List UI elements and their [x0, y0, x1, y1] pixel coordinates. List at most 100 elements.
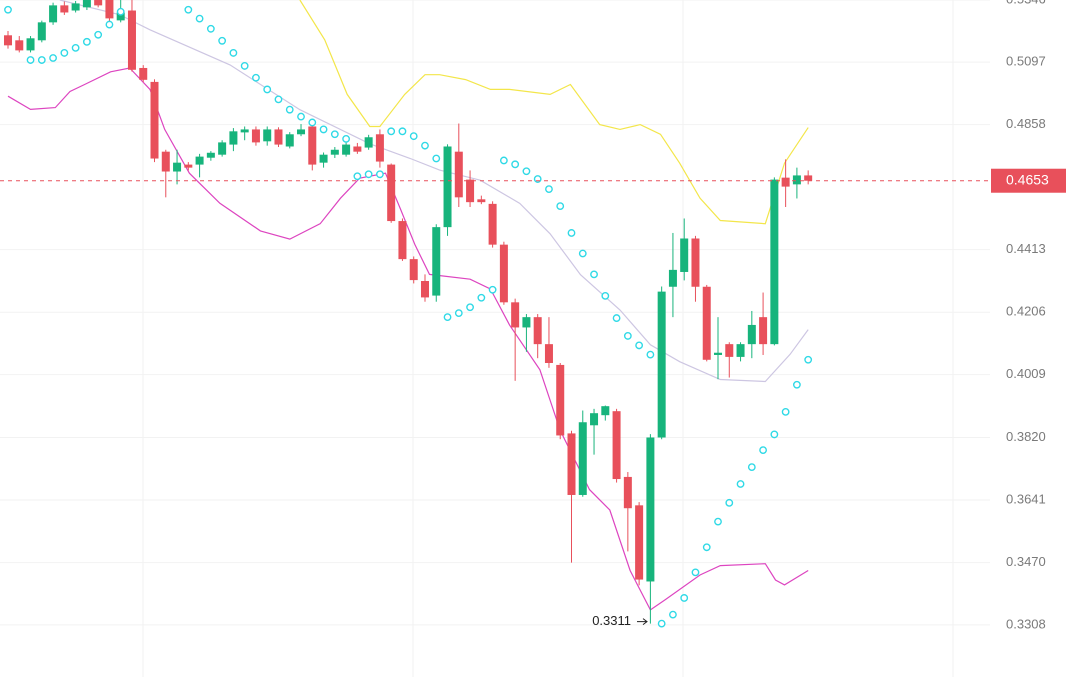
candle-body: [578, 422, 587, 495]
sar-dot: [793, 380, 801, 389]
y-tick-label: 0.4206: [1006, 304, 1046, 319]
y-tick-label: 0.4009: [1006, 366, 1046, 381]
candle-body: [319, 154, 328, 163]
candle-body: [691, 238, 700, 287]
sar-dot: [319, 125, 328, 134]
candle-body: [49, 5, 58, 23]
candle-body: [747, 324, 756, 345]
sar-dot: [714, 517, 722, 526]
candle-body: [409, 259, 418, 281]
sar-dot: [409, 132, 418, 141]
sar-dot: [522, 167, 531, 176]
candle-body: [556, 364, 565, 436]
sar-dot: [545, 185, 553, 194]
candle-body: [150, 81, 159, 159]
sar-dot: [364, 170, 373, 179]
sar-dot: [94, 30, 103, 39]
sar-dot: [184, 5, 193, 14]
last-price-label: 0.4653: [1006, 171, 1049, 187]
candle-body: [353, 146, 362, 152]
candle-body: [725, 344, 734, 357]
sar-dot: [612, 314, 621, 322]
candle-body: [342, 144, 351, 155]
sar-dot: [26, 56, 35, 64]
y-tick-label: 0.5097: [1006, 54, 1046, 69]
sar-dot: [466, 303, 474, 312]
candle-body: [251, 129, 260, 143]
y-tick-label: 0.5346: [1006, 0, 1046, 6]
annotation-arrow: [637, 618, 648, 626]
candle-body: [590, 413, 599, 426]
candle-body: [770, 179, 779, 345]
sar-dot: [252, 73, 260, 82]
sar-dot: [432, 154, 441, 163]
candle-body: [116, 12, 125, 21]
candle-body: [792, 175, 801, 185]
candle-body: [601, 406, 610, 416]
sar-dot: [499, 156, 508, 165]
sar-dot: [578, 249, 587, 258]
candle-body: [127, 10, 136, 70]
candle-body: [229, 131, 238, 145]
sar-dot: [376, 170, 384, 179]
candle-body: [432, 227, 441, 296]
candle-body: [263, 129, 272, 142]
sar-dot: [488, 285, 497, 294]
sar-dot: [770, 430, 779, 439]
sar-dot: [511, 160, 520, 169]
y-tick-label: 0.3308: [1006, 616, 1046, 631]
candle-body: [139, 67, 148, 80]
band-line: [7, 67, 809, 611]
sar-dot: [195, 14, 204, 23]
candle-body: [398, 221, 407, 260]
candle-body: [702, 286, 711, 360]
y-tick-label: 0.4858: [1006, 116, 1046, 131]
sar-dot: [60, 49, 69, 57]
sar-dot: [218, 36, 227, 45]
sar-dot: [669, 610, 677, 619]
sar-dot: [330, 130, 339, 139]
candle-body: [4, 35, 12, 46]
candle-body: [26, 38, 35, 51]
sar-dot: [635, 341, 644, 350]
sar-dot: [116, 7, 125, 16]
sar-dot: [747, 463, 756, 472]
candle-body: [37, 22, 46, 41]
candle-body: [680, 238, 689, 272]
candle-body: [511, 302, 520, 328]
sar-dot: [533, 175, 542, 183]
candle-body: [60, 5, 69, 13]
candle-body: [308, 126, 317, 165]
candle-body: [173, 162, 182, 172]
sar-dot: [285, 105, 294, 114]
candle-body: [759, 317, 768, 345]
candle-body: [522, 317, 531, 328]
sar-dot: [804, 355, 813, 364]
sar-dot: [736, 480, 745, 488]
sar-dot: [398, 127, 407, 136]
sar-dot: [567, 229, 576, 237]
candle-body: [499, 244, 508, 303]
candle-body: [15, 40, 24, 51]
sar-dot: [556, 202, 565, 211]
sar-dot: [353, 172, 362, 181]
candle-body: [94, 0, 103, 6]
candle-body: [781, 177, 790, 187]
sar-dot: [308, 118, 317, 127]
candle-body: [387, 164, 396, 222]
sar-dot: [454, 309, 463, 318]
candle-body: [657, 291, 666, 438]
sar-dot: [49, 54, 57, 62]
candle-body: [240, 129, 249, 133]
sar-dot: [82, 37, 91, 46]
sar-dot: [229, 49, 238, 57]
sar-dot: [274, 95, 283, 104]
candle-body: [567, 433, 576, 495]
candle-body: [195, 156, 204, 165]
candle-body: [488, 203, 497, 245]
sar-dot: [421, 141, 429, 150]
vertical-grid: [142, 0, 954, 677]
sar-dot: [702, 543, 711, 552]
candle-body: [646, 437, 655, 582]
